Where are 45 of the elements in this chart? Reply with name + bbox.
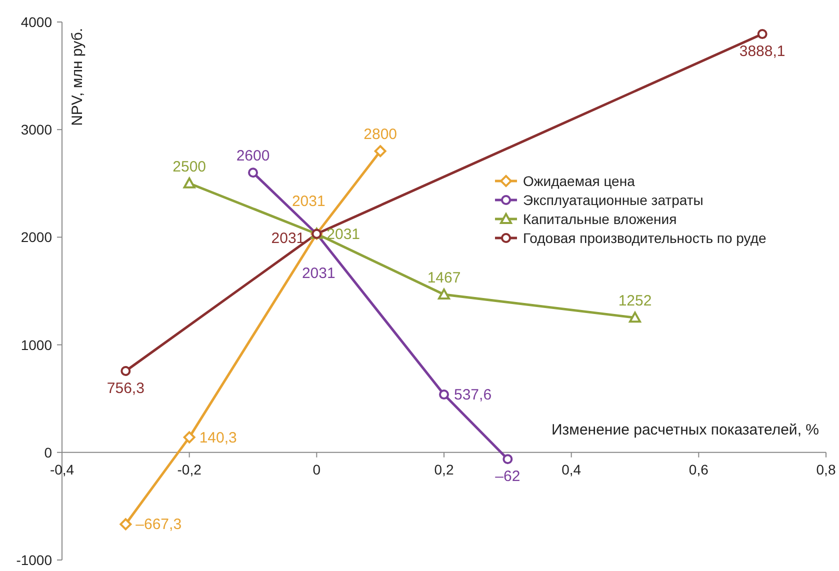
point: [629, 312, 641, 323]
y-axis-title: NPV, млн руб.: [69, 28, 86, 126]
y-tick-label: -1000: [16, 552, 52, 568]
data-label: 1467: [427, 270, 461, 287]
x-axis-title: Изменение расчетных показателей, %: [551, 421, 819, 438]
y-tick-label: 4000: [20, 14, 52, 30]
x-tick-label: 0,6: [688, 461, 709, 478]
point: [120, 366, 131, 376]
data-label: 756,3: [106, 380, 144, 398]
x-tick-label: 0: [312, 461, 321, 478]
data-label: 2031: [271, 230, 305, 247]
legend-label: Эксплуатационные затраты: [523, 192, 704, 208]
point: [120, 518, 132, 530]
data-label: 2031: [326, 226, 360, 243]
data-label: –62: [495, 468, 520, 486]
y-tick-label: 2000: [20, 229, 52, 246]
data-label: 2500: [172, 158, 206, 176]
legend-label: Ожидаемая цена: [523, 173, 636, 189]
data-label: 3888,1: [739, 43, 786, 60]
x-tick-label: 0,4: [562, 461, 582, 478]
y-tick-label: 3000: [20, 122, 52, 138]
point: [439, 390, 449, 400]
legend-label: Капитальные вложения: [523, 211, 677, 227]
point: [502, 454, 513, 464]
y-tick-label: 1000: [20, 336, 52, 353]
data-label: 2031: [302, 264, 336, 282]
x-tick-label: 0,2: [434, 461, 454, 478]
point: [248, 168, 258, 178]
data-label: 537,6: [454, 386, 492, 404]
data-label: 2031: [292, 192, 326, 210]
point: [183, 177, 196, 188]
data-label: 140,3: [199, 429, 237, 446]
x-tick-label: -0,4: [50, 461, 74, 478]
x-tick-label: 0,8: [816, 461, 836, 478]
data-label: 1252: [618, 292, 652, 310]
point: [438, 288, 450, 300]
y-tick-label: 0: [44, 444, 52, 460]
point: [183, 431, 196, 444]
point: [757, 29, 768, 40]
point: [374, 145, 386, 158]
data-label: 2800: [364, 126, 398, 144]
data-label: 2600: [236, 148, 270, 165]
legend-label: Годовая производительность по руде: [523, 230, 766, 246]
x-tick-label: -0,2: [177, 461, 202, 478]
data-label: –667,3: [136, 516, 182, 534]
